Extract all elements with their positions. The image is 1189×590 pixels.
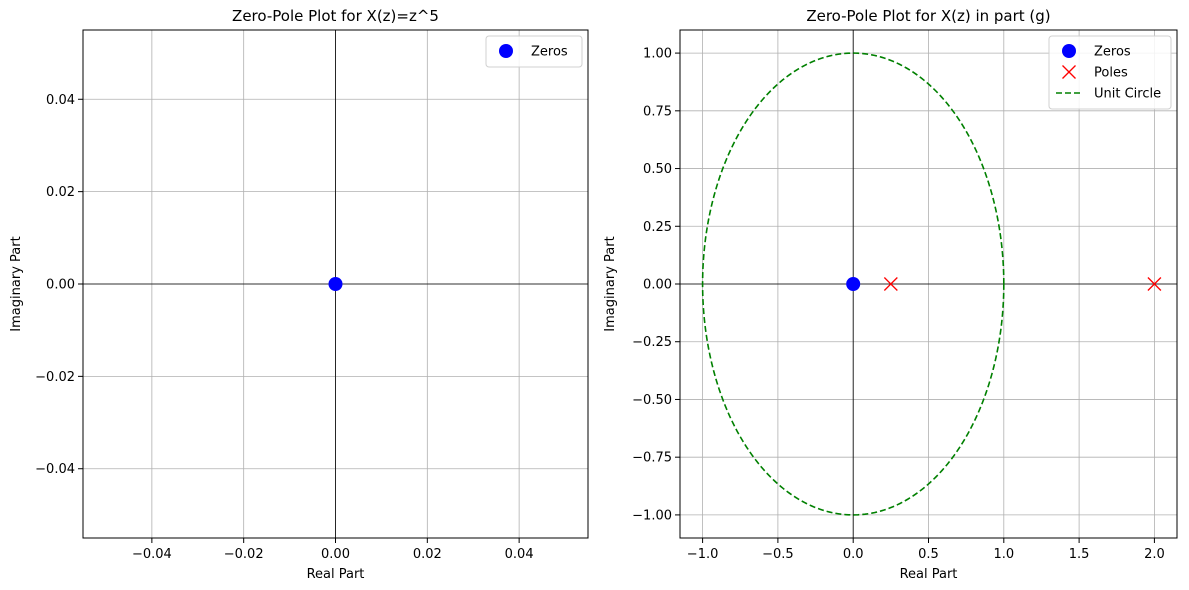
x-tick-label: 0.0 — [843, 547, 864, 562]
y-tick-label: −0.75 — [632, 451, 672, 466]
legend-zeros-marker — [499, 44, 513, 58]
y-tick-label: −0.04 — [35, 462, 75, 477]
zero-marker — [846, 277, 861, 291]
unit-circle-line — [701, 52, 1005, 516]
x-axis-label: Real Part — [900, 567, 958, 582]
x-tick-label: −0.02 — [224, 547, 264, 562]
x-tick-label: 0.5 — [918, 547, 939, 562]
x-tick-label: 0.04 — [505, 547, 534, 562]
y-tick-label: −0.50 — [632, 393, 672, 408]
legend-label: Zeros — [1094, 45, 1131, 60]
legend-poles-marker — [1062, 65, 1076, 79]
y-tick-label: −0.25 — [632, 335, 672, 350]
chart-title: Zero-Pole Plot for X(z)=z^5 — [232, 7, 439, 25]
y-axis-label: Imaginary Part — [603, 236, 618, 331]
x-tick-label: 1.0 — [993, 547, 1014, 562]
chart-1: −0.04 −0.02 0.00 0.02 0.04 −0.04 −0.02 0.00 0.02… — [9, 7, 589, 582]
x-tick-label: 2.0 — [1144, 547, 1165, 562]
pole-marker — [1147, 277, 1162, 291]
x-tick-label: 0.00 — [321, 547, 350, 562]
legend-label: Unit Circle — [1094, 87, 1161, 102]
chart-title: Zero-Pole Plot for X(z) in part (g) — [806, 7, 1050, 25]
chart-2: −1.0 −0.5 0.0 0.5 1.0 1.5 2.0 −1.00 −0.75 −0.50 −0… — [603, 7, 1178, 582]
x-tick-label: 1.5 — [1069, 547, 1090, 562]
plot-area — [701, 52, 1162, 516]
y-axis-label: Imaginary Part — [9, 236, 24, 331]
y-tick-label: 0.50 — [643, 162, 672, 177]
y-tick-label: 0.25 — [643, 220, 672, 235]
y-tick-label: −0.02 — [35, 370, 75, 385]
x-tick-label: 0.02 — [413, 547, 442, 562]
legend-label: Poles — [1094, 66, 1128, 81]
x-tick-label: −0.5 — [762, 547, 794, 562]
y-tick-label: 0.02 — [46, 185, 75, 200]
x-axis-label: Real Part — [307, 567, 365, 582]
x-tick-label: −1.0 — [687, 547, 719, 562]
y-tick-label: 0.04 — [46, 93, 75, 108]
legend: Zeros — [485, 35, 583, 68]
zero-marker — [328, 277, 343, 291]
pole-marker — [883, 277, 898, 291]
x-tick-label: −0.04 — [132, 547, 172, 562]
legend-label: Zeros — [531, 45, 568, 60]
y-tick-label: 0.00 — [46, 278, 75, 293]
y-tick-label: 0.75 — [643, 104, 672, 119]
plot-area — [328, 277, 343, 291]
legend-box — [1048, 35, 1172, 110]
y-tick-label: 1.00 — [643, 47, 672, 62]
legend-zeros-marker — [1062, 44, 1076, 58]
y-tick-label: 0.00 — [643, 278, 672, 293]
legend: Zeros Poles Unit Circle — [1048, 35, 1172, 110]
legend-box — [485, 35, 583, 68]
y-tick-label: −1.00 — [632, 508, 672, 523]
